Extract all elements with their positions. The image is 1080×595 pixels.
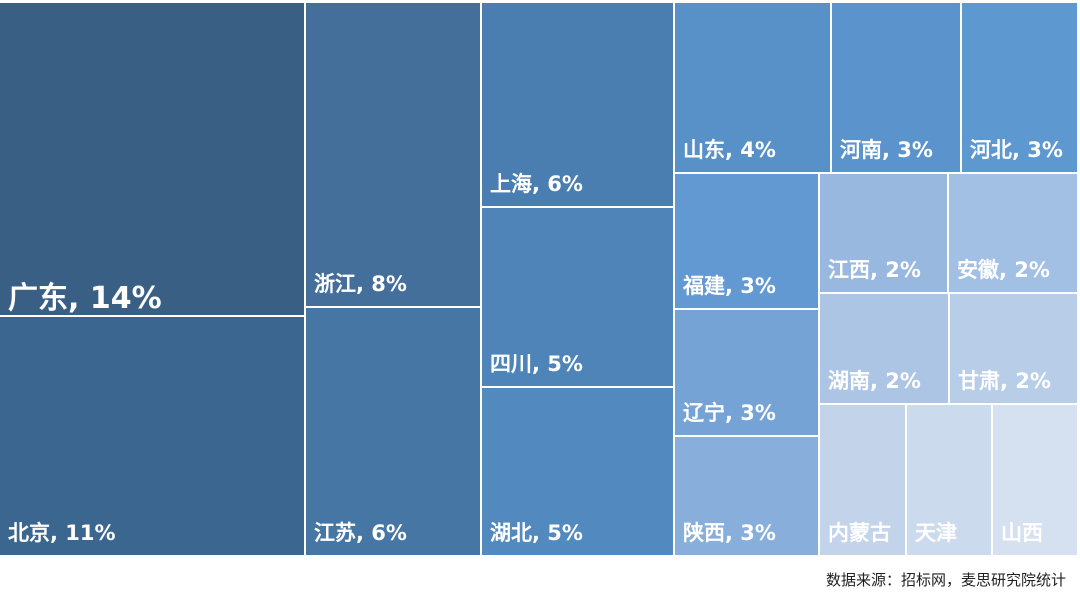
treemap-tile-3: 江苏, 6%: [306, 308, 480, 555]
tile-label: 河北, 3%: [970, 138, 1063, 162]
treemap-tile-11: 辽宁, 3%: [675, 310, 818, 435]
tile-label: 北京, 11%: [8, 521, 116, 545]
treemap-tile-9: 河北, 3%: [962, 3, 1077, 172]
treemap-tile-13: 江西, 2%: [820, 174, 947, 292]
treemap-tile-8: 河南, 3%: [832, 3, 960, 172]
treemap-chart: 广东, 14% 北京, 11% 浙江, 8% 江苏, 6% 上海, 6% 四川, 5% 湖北…: [0, 3, 1077, 555]
tile-label: 辽宁, 3%: [683, 401, 776, 425]
tile-label: 福建, 3%: [683, 274, 776, 298]
tile-label: 内蒙古: [828, 521, 891, 545]
treemap-tile-7: 山东, 4%: [675, 3, 830, 172]
treemap-tile-18: 天津: [907, 405, 991, 555]
tile-label: 安徽, 2%: [957, 258, 1050, 282]
treemap-tile-6: 湖北, 5%: [482, 388, 673, 555]
treemap-tile-1: 北京, 11%: [0, 317, 304, 555]
treemap-tile-10: 福建, 3%: [675, 174, 818, 308]
tile-label: 浙江, 8%: [314, 272, 407, 296]
tile-label: 上海, 6%: [490, 172, 583, 196]
source-note: 数据来源：招标网，麦思研究院统计: [825, 571, 1066, 589]
tile-label: 天津: [915, 521, 957, 545]
treemap-tile-5: 四川, 5%: [482, 208, 673, 386]
tile-label: 湖南, 2%: [828, 369, 921, 393]
tile-label: 陕西, 3%: [683, 521, 776, 545]
tile-label: 山西: [1001, 521, 1043, 545]
tile-label: 山东, 4%: [683, 138, 776, 162]
treemap-tile-12: 陕西, 3%: [675, 437, 818, 555]
tile-label: 甘肃, 2%: [958, 369, 1051, 393]
treemap-tile-19: 山西: [993, 405, 1077, 555]
tile-label: 江苏, 6%: [314, 521, 407, 545]
treemap-tile-16: 甘肃, 2%: [950, 294, 1077, 403]
treemap-tile-14: 安徽, 2%: [949, 174, 1077, 292]
tile-label: 江西, 2%: [828, 258, 921, 282]
tile-label: 湖北, 5%: [490, 521, 583, 545]
tile-label: 广东, 14%: [8, 281, 162, 316]
tile-label: 河南, 3%: [840, 138, 933, 162]
treemap-tile-4: 上海, 6%: [482, 3, 673, 206]
tile-label: 四川, 5%: [490, 352, 583, 376]
treemap-tile-0: 广东, 14%: [0, 3, 304, 316]
treemap-tile-2: 浙江, 8%: [306, 3, 480, 306]
treemap-tile-15: 湖南, 2%: [820, 294, 948, 403]
treemap-tile-17: 内蒙古: [820, 405, 905, 555]
